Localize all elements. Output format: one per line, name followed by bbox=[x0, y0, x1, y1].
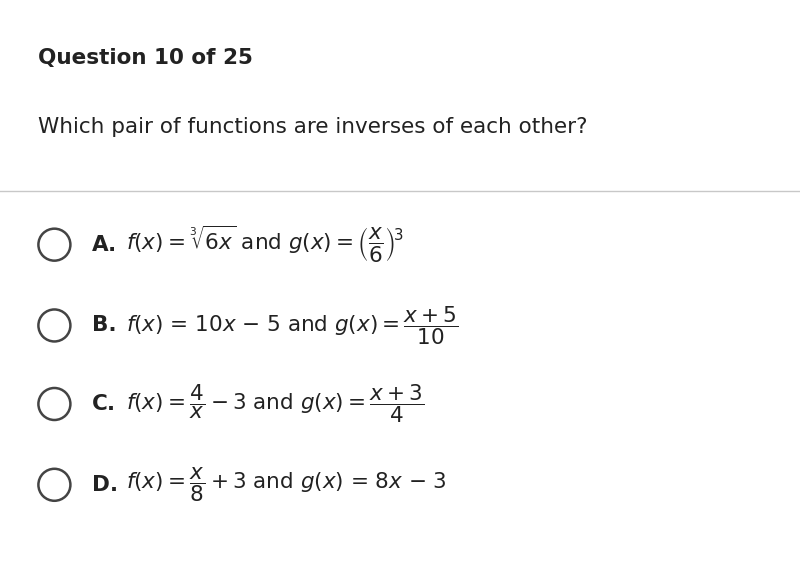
Text: Question 10 of 25: Question 10 of 25 bbox=[38, 48, 254, 68]
Text: B.: B. bbox=[92, 315, 117, 336]
Text: $f(x) = \dfrac{x}{8} + 3$ and $g(x)$ = 8$x$ $-$ 3: $f(x) = \dfrac{x}{8} + 3$ and $g(x)$ = 8… bbox=[126, 465, 447, 504]
Text: $f(x) = \dfrac{4}{x} - 3$ and $g(x) = \dfrac{x+3}{4}$: $f(x) = \dfrac{4}{x} - 3$ and $g(x) = \d… bbox=[126, 382, 425, 426]
Text: Which pair of functions are inverses of each other?: Which pair of functions are inverses of … bbox=[38, 117, 588, 137]
Text: $f(x) = \sqrt[3]{6x}$ and $g(x) = \left(\dfrac{x}{6}\right)^{\!3}$: $f(x) = \sqrt[3]{6x}$ and $g(x) = \left(… bbox=[126, 224, 404, 265]
Text: A.: A. bbox=[92, 234, 118, 255]
Text: D.: D. bbox=[92, 475, 118, 495]
Text: C.: C. bbox=[92, 394, 116, 414]
Text: $f(x)$ = 10$x$ $-$ 5 and $g(x) = \dfrac{x+5}{10}$: $f(x)$ = 10$x$ $-$ 5 and $g(x) = \dfrac{… bbox=[126, 304, 459, 347]
